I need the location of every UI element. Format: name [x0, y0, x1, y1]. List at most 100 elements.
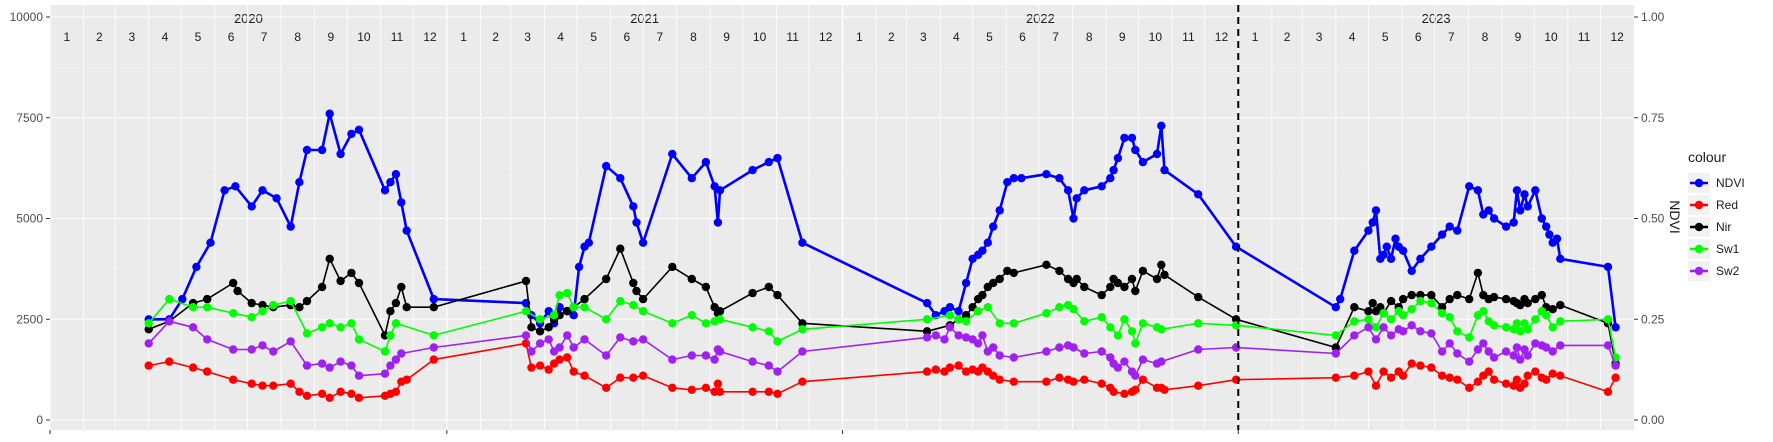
data-point-nir: [922, 327, 932, 336]
data-point-red: [325, 393, 334, 402]
year-strip-label: 2023: [1422, 11, 1451, 26]
data-point-red: [295, 387, 304, 396]
month-label: 4: [953, 30, 960, 44]
data-point-sw2: [555, 343, 564, 352]
data-point-sw2: [247, 345, 256, 354]
data-point-ndvi: [1364, 226, 1373, 235]
data-point-ndvi: [1545, 230, 1554, 239]
series: [144, 109, 1620, 402]
data-point-sw1: [701, 319, 711, 328]
data-point-red: [1386, 373, 1396, 382]
data-point-nir: [773, 290, 782, 300]
data-point-red: [773, 389, 782, 398]
data-point-sw1: [764, 327, 773, 336]
data-point-sw2: [391, 355, 401, 364]
data-point-nir: [1516, 300, 1525, 310]
data-point-nir: [1072, 274, 1081, 284]
legend-label: Nir: [1716, 220, 1731, 234]
data-point-ndvi: [1509, 218, 1518, 227]
legend-title: colour: [1688, 149, 1726, 165]
data-point-nir: [1427, 290, 1436, 300]
month-label: 11: [1182, 30, 1195, 44]
data-point-red: [402, 375, 411, 384]
data-point-sw2: [922, 333, 932, 342]
data-point-red: [1603, 387, 1613, 396]
data-point-sw2: [535, 339, 545, 348]
data-point-red: [1520, 379, 1529, 388]
data-point-red: [258, 381, 267, 390]
data-point-sw2: [798, 347, 807, 356]
data-point-sw2: [945, 323, 955, 332]
data-point-nir: [527, 323, 536, 332]
data-point-nir: [317, 282, 327, 292]
data-point-sw2: [1484, 347, 1493, 356]
month-label: 10: [753, 30, 767, 44]
data-point-ndvi: [1331, 303, 1341, 312]
axes: 0 2500 5000 7500 10000 0.00 0.25 0.50 0.75 1.00: [10, 10, 1665, 434]
data-point-sw1: [535, 315, 545, 324]
data-point-nir: [1080, 282, 1089, 292]
data-point-ndvi: [1542, 222, 1551, 231]
legend-label: Sw2: [1716, 264, 1740, 278]
data-point-nir: [961, 311, 971, 320]
data-point-nir: [233, 286, 242, 296]
data-point-red: [354, 393, 364, 402]
data-point-sw2: [188, 323, 198, 332]
data-point-sw2: [748, 357, 757, 366]
data-point-ndvi: [325, 109, 334, 118]
data-point-sw2: [229, 345, 238, 354]
data-point-red: [1160, 385, 1169, 394]
month-label: 9: [1515, 30, 1522, 44]
data-point-red: [1453, 375, 1462, 384]
data-point-sw2: [1453, 349, 1462, 358]
data-point-nir: [1537, 290, 1547, 300]
data-point-sw2: [269, 347, 278, 356]
legend-key-point: [1694, 200, 1704, 210]
data-point-ndvi: [1523, 202, 1532, 211]
data-point-sw1: [1548, 323, 1557, 332]
data-point-sw1: [165, 294, 174, 304]
data-point-sw1: [1127, 327, 1137, 336]
y-left-tick-label: 7500: [16, 111, 43, 125]
y-right-tick-label: 1.00: [1641, 10, 1665, 24]
data-point-sw1: [995, 319, 1004, 328]
data-point-sw1: [1516, 327, 1525, 336]
data-point-sw1: [668, 319, 677, 328]
data-point-red: [1531, 367, 1540, 376]
data-point-red: [668, 383, 677, 392]
data-point-red: [336, 387, 345, 396]
data-point-ndvi: [1379, 250, 1388, 259]
data-point-sw1: [1531, 315, 1540, 324]
data-point-sw2: [1479, 339, 1488, 348]
data-point-red: [302, 391, 312, 400]
data-point-red: [1042, 377, 1051, 386]
data-point-sw2: [429, 343, 438, 352]
data-point-red: [1473, 377, 1483, 386]
data-point-ndvi: [1097, 182, 1106, 191]
data-point-sw1: [973, 307, 983, 316]
data-point-red: [391, 387, 401, 396]
data-point-sw1: [569, 303, 578, 312]
data-point-nir: [1350, 303, 1359, 312]
data-point-nir: [1042, 260, 1051, 269]
data-point-red: [535, 361, 545, 370]
data-point-ndvi: [1069, 214, 1078, 223]
data-point-ndvi: [1113, 153, 1123, 163]
data-point-sw1: [144, 319, 153, 328]
data-point-nir: [580, 294, 589, 304]
data-point-nir: [1009, 268, 1018, 278]
data-point-red: [544, 365, 553, 374]
month-label: 12: [1215, 30, 1229, 44]
data-point-sw2: [325, 363, 334, 372]
data-point-sw2: [521, 331, 531, 340]
data-point-ndvi: [1120, 133, 1129, 143]
data-point-nir: [391, 298, 401, 308]
y-left-tick-label: 2500: [16, 312, 43, 326]
data-point-red: [1398, 371, 1408, 380]
month-label: 12: [423, 30, 437, 44]
month-label: 9: [723, 30, 730, 44]
year-strip-label: 2022: [1026, 11, 1055, 26]
data-point-ndvi: [386, 178, 395, 187]
data-point-sw2: [258, 341, 267, 350]
data-point-ndvi: [1501, 222, 1511, 231]
